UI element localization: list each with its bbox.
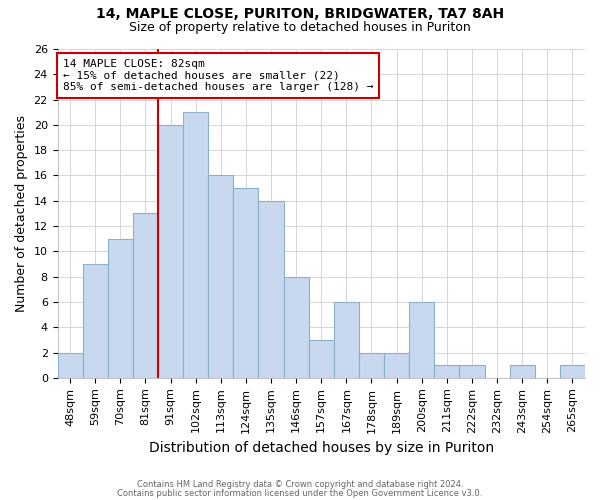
Bar: [359, 352, 384, 378]
Bar: [208, 176, 233, 378]
Text: Size of property relative to detached houses in Puriton: Size of property relative to detached ho…: [129, 21, 471, 34]
Bar: [108, 238, 133, 378]
Bar: [409, 302, 434, 378]
Bar: [58, 352, 83, 378]
Bar: [133, 214, 158, 378]
Text: Contains public sector information licensed under the Open Government Licence v3: Contains public sector information licen…: [118, 488, 482, 498]
Text: 14 MAPLE CLOSE: 82sqm
← 15% of detached houses are smaller (22)
85% of semi-deta: 14 MAPLE CLOSE: 82sqm ← 15% of detached …: [63, 59, 373, 92]
Bar: [158, 125, 183, 378]
Bar: [233, 188, 259, 378]
Text: 14, MAPLE CLOSE, PURITON, BRIDGWATER, TA7 8AH: 14, MAPLE CLOSE, PURITON, BRIDGWATER, TA…: [96, 8, 504, 22]
Bar: [334, 302, 359, 378]
Bar: [309, 340, 334, 378]
Bar: [460, 365, 485, 378]
Bar: [434, 365, 460, 378]
Bar: [183, 112, 208, 378]
Bar: [509, 365, 535, 378]
Text: Contains HM Land Registry data © Crown copyright and database right 2024.: Contains HM Land Registry data © Crown c…: [137, 480, 463, 489]
Bar: [284, 276, 309, 378]
Bar: [83, 264, 108, 378]
Bar: [384, 352, 409, 378]
Y-axis label: Number of detached properties: Number of detached properties: [15, 115, 28, 312]
Bar: [259, 201, 284, 378]
X-axis label: Distribution of detached houses by size in Puriton: Distribution of detached houses by size …: [149, 441, 494, 455]
Bar: [560, 365, 585, 378]
